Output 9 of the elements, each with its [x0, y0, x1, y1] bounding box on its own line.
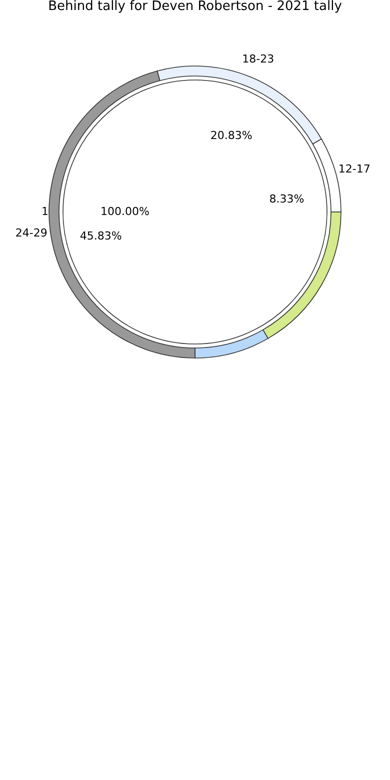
chart-title: Behind tally for Deven Robertson - 2021 tally [48, 0, 342, 14]
data-label: 45.83% [80, 229, 122, 242]
slice-label: 1 [42, 205, 48, 218]
slice-label: 18-23 [242, 52, 274, 66]
data-label: 100.00% [100, 205, 150, 218]
slice-label: 24-29 [15, 226, 48, 240]
slice-label: 12-17 [338, 162, 370, 176]
data-label: 8.33% [269, 192, 304, 206]
data-label: 20.83% [210, 129, 252, 142]
